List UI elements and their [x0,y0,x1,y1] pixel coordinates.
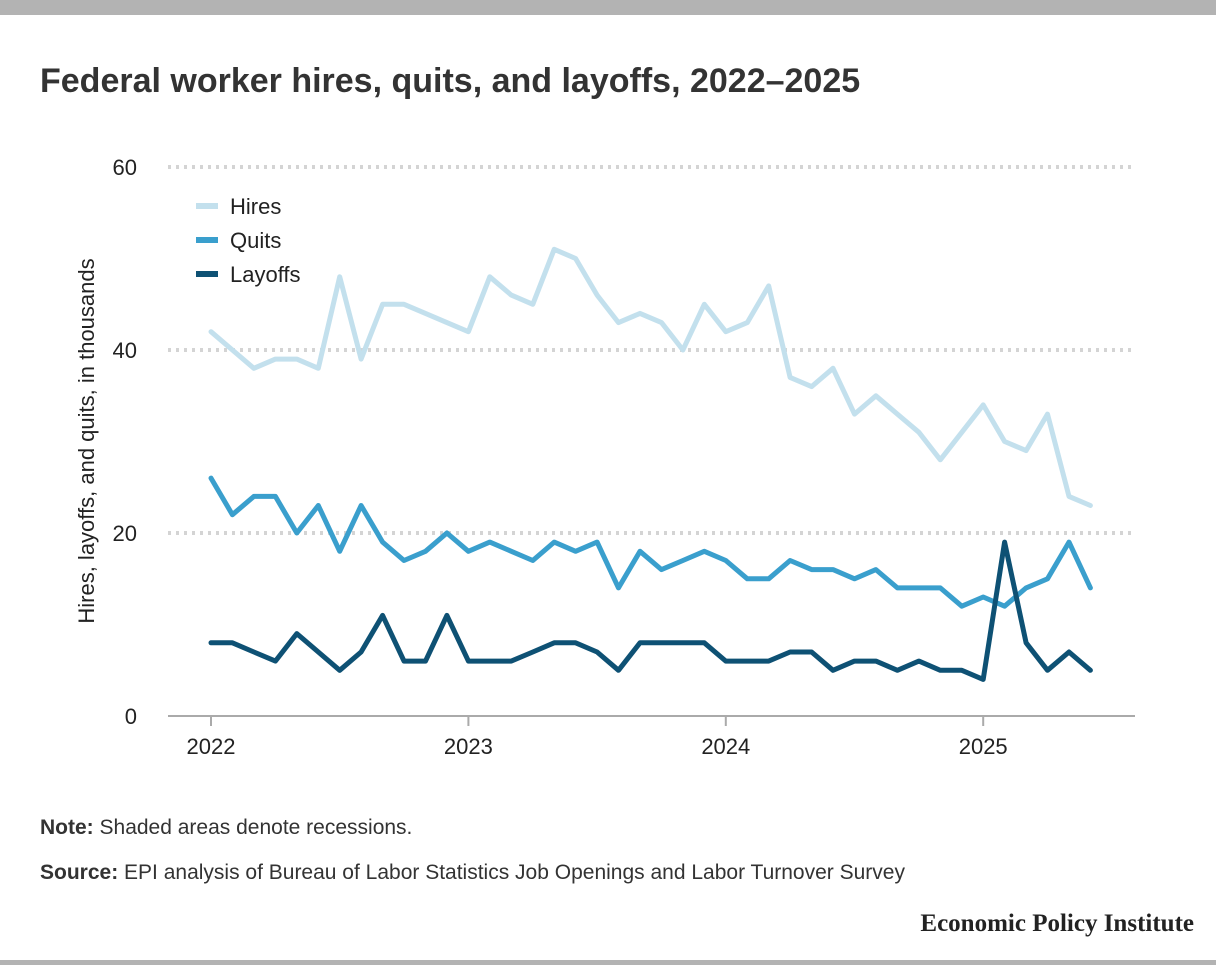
x-axis-ticks: 2022 2023 2024 2025 [187,716,1008,759]
x-tick-label: 2025 [959,734,1008,759]
note: Note: Shaded areas denote recessions. [40,816,412,840]
series-lines [208,246,1093,682]
brand-logo: Economic Policy Institute [920,910,1194,937]
series-line-layoffs [208,539,1093,682]
x-tick-label: 2022 [187,734,236,759]
gridlines [168,165,1135,535]
y-tick-label: 0 [125,704,137,729]
x-tick-label: 2023 [444,734,493,759]
legend-label-quits: Quits [230,228,281,253]
source: Source: EPI analysis of Bureau of Labor … [40,861,905,885]
note-label: Note: [40,816,94,839]
chart-title: Federal worker hires, quits, and layoffs… [40,62,861,100]
y-tick-label: 20 [113,521,137,546]
y-tick-label: 40 [113,338,137,363]
y-axis-ticks: 0 20 40 60 [113,155,137,729]
top-border [0,0,1216,15]
legend-label-layoffs: Layoffs [230,262,301,287]
y-axis-label: Hires, layoffs, and quits, in thousands [74,258,99,623]
source-label: Source: [40,861,119,884]
note-text: Shaded areas denote recessions. [93,816,413,839]
source-text: EPI analysis of Bureau of Labor Statisti… [118,861,905,884]
series-line-hires [208,246,1093,508]
legend: Hires Quits Layoffs [196,194,301,287]
bottom-border [0,960,1216,965]
x-tick-label: 2024 [701,734,750,759]
series-line-quits [208,475,1093,609]
y-tick-label: 60 [113,155,137,180]
legend-label-hires: Hires [230,194,281,219]
